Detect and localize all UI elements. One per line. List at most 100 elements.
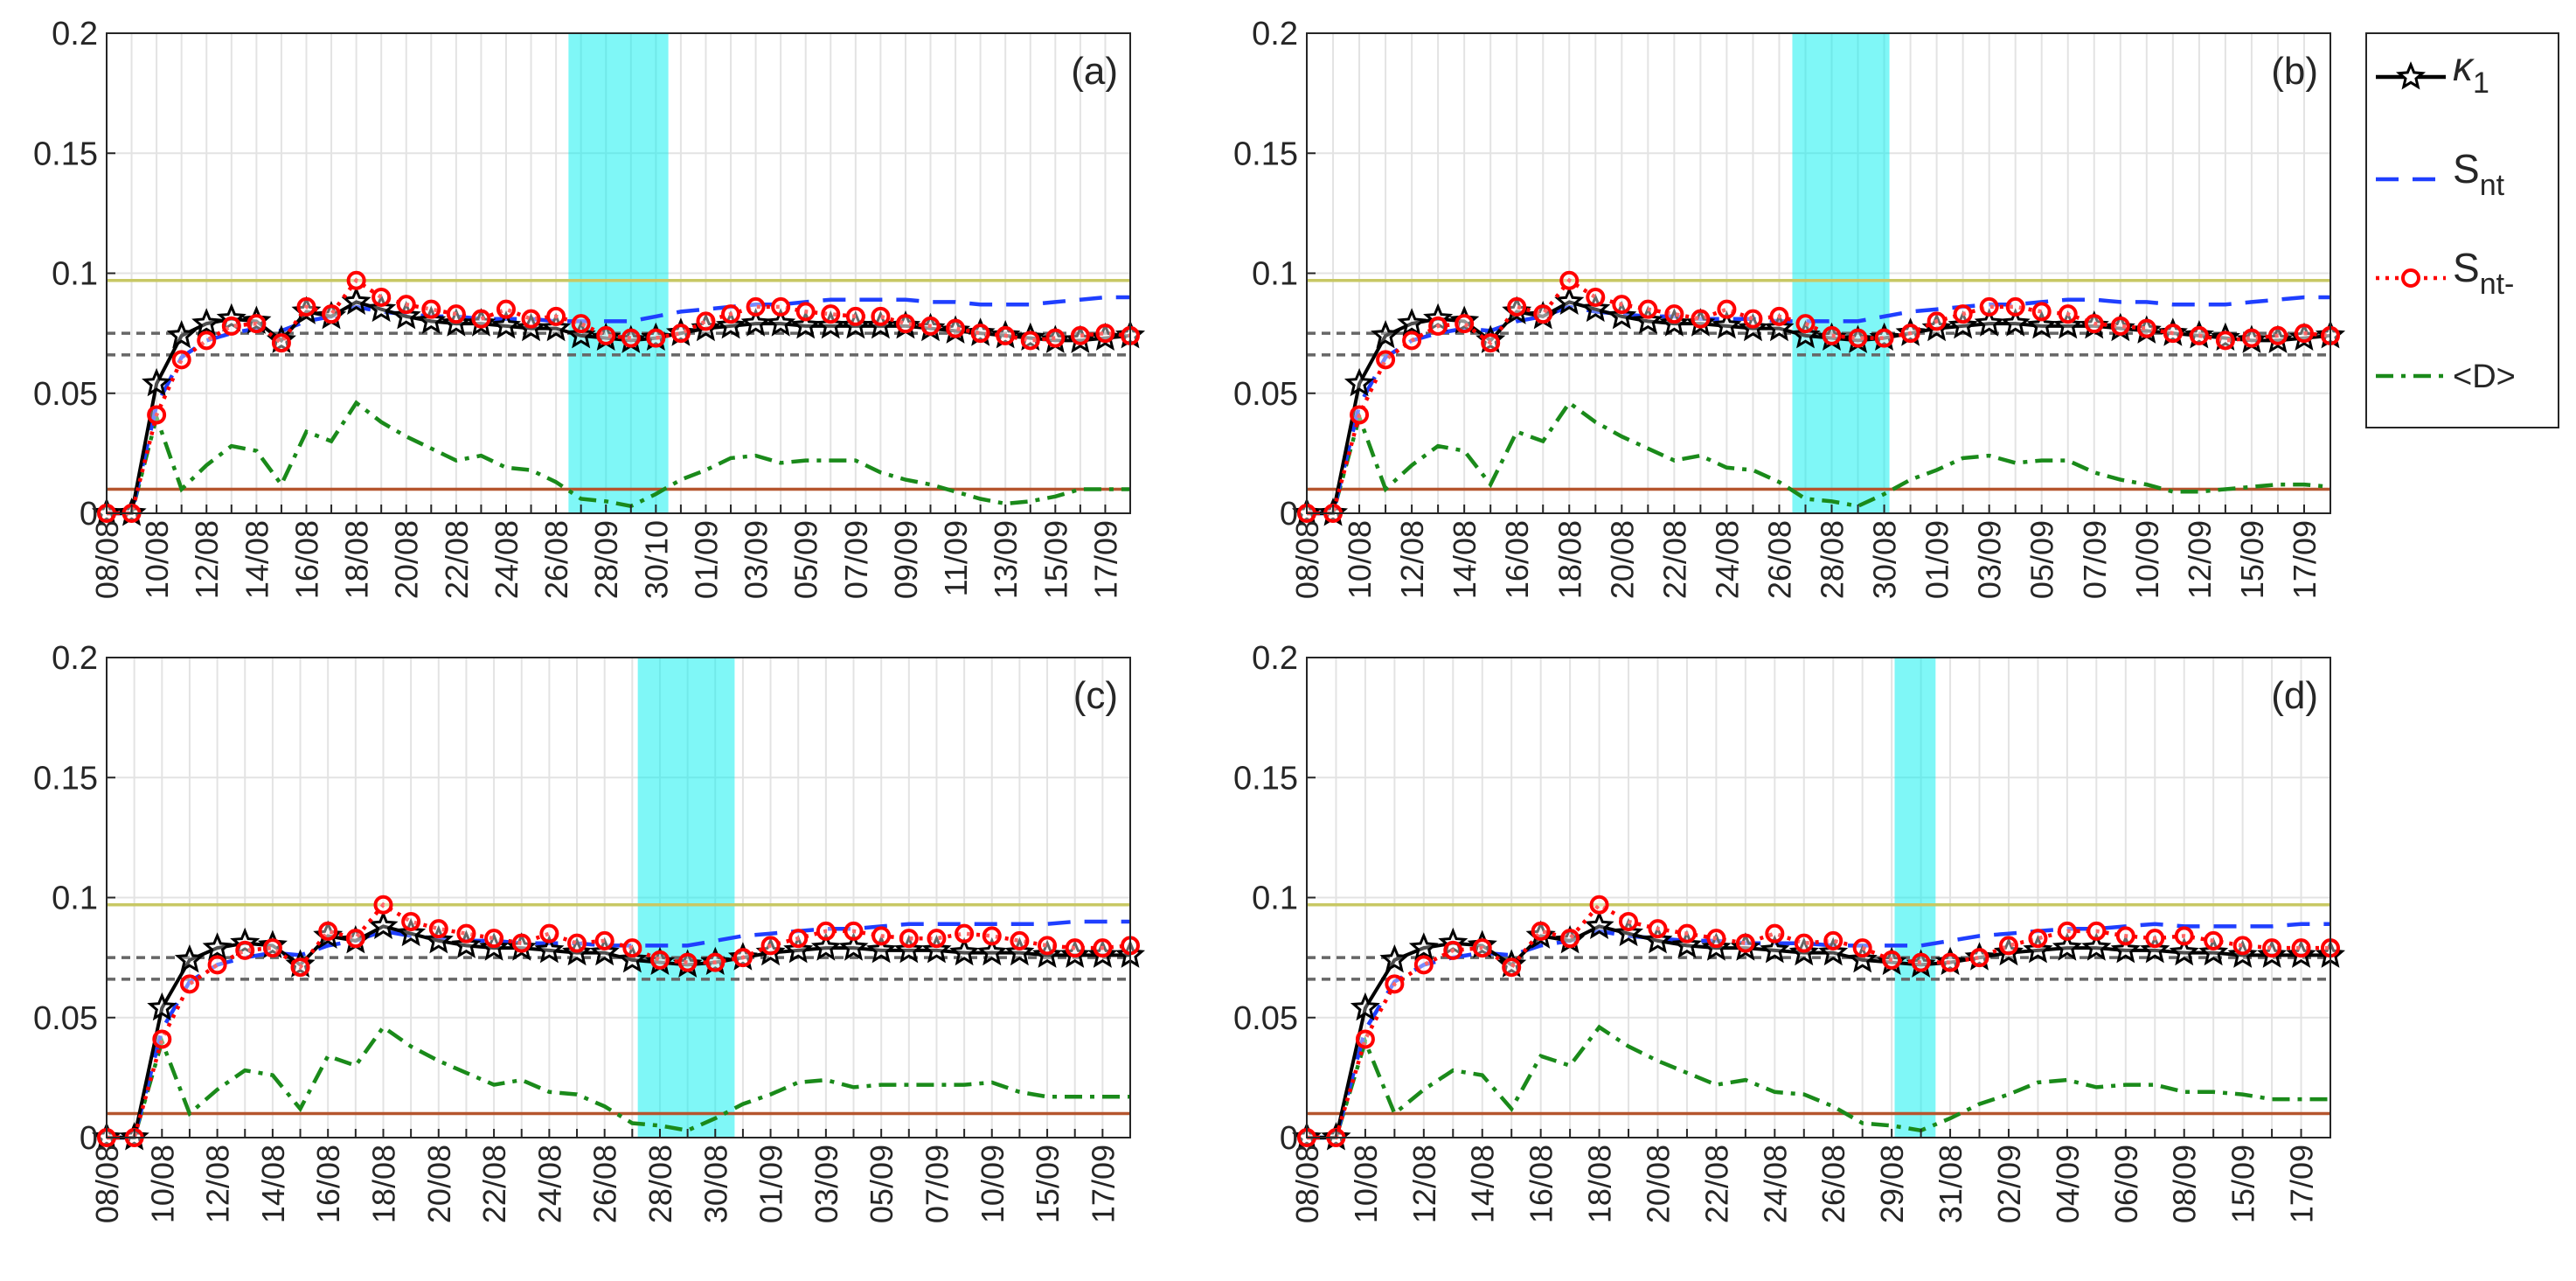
circle-marker <box>1355 1029 1375 1049</box>
x-tick-label: 29/08 <box>1874 1145 1910 1223</box>
star-marker <box>396 917 427 947</box>
y-tick-label: 0.05 <box>1233 376 1298 413</box>
star-marker <box>1344 367 1375 397</box>
circle-marker <box>1619 911 1639 931</box>
x-tick-label: 01/09 <box>753 1145 789 1223</box>
circle-marker <box>446 304 466 324</box>
x-tick-label: 08/08 <box>89 520 125 599</box>
circle-marker <box>179 974 199 994</box>
x-tick-label: 01/09 <box>688 520 724 599</box>
star-marker <box>1712 310 1742 339</box>
circle-marker <box>1472 938 1492 958</box>
star-marker <box>589 936 620 966</box>
circle-marker <box>927 929 947 949</box>
x-tick-label: 26/08 <box>1816 1145 1851 1223</box>
circle-marker <box>996 325 1016 345</box>
shaded-range <box>1894 658 1936 1138</box>
x-tick-label: 22/08 <box>1698 1145 1734 1223</box>
star-marker <box>893 934 924 964</box>
x-tick-label: 03/09 <box>739 520 774 599</box>
star-marker <box>2026 310 2057 339</box>
x-tick-label: 18/08 <box>1552 520 1587 599</box>
x-tick-label: 05/09 <box>2024 520 2060 599</box>
circle-marker <box>296 296 316 317</box>
star-marker <box>566 319 596 349</box>
circle-marker <box>733 948 753 968</box>
star-marker <box>1607 300 1637 330</box>
x-tick-label: 18/08 <box>1582 1145 1618 1223</box>
circle-marker <box>1691 309 1711 329</box>
legend-label: Snt <box>2453 146 2505 202</box>
circle-marker <box>1560 929 1580 949</box>
star-marker <box>368 910 399 939</box>
x-tick-label: 08/08 <box>1289 1145 1325 1223</box>
circle-marker <box>456 923 476 943</box>
circle-marker <box>946 318 966 338</box>
y-tick-label: 0.05 <box>33 376 98 413</box>
circle-marker <box>1455 314 1475 334</box>
x-tick-label: 17/09 <box>1087 520 1123 599</box>
star-marker <box>391 300 421 330</box>
circle-marker <box>1070 325 1090 345</box>
x-tick-label: 10/08 <box>1348 1145 1384 1223</box>
circle-marker <box>1038 936 1058 956</box>
circle-marker <box>2031 302 2052 322</box>
circle-marker <box>1586 287 1606 307</box>
circle-marker <box>622 938 642 958</box>
panel: 0 0.05 0.1 0.15 0.2 08/08 10/08 12/08 14/08 16/08… <box>33 640 1146 1223</box>
circle-marker <box>920 316 941 336</box>
circle-marker <box>171 350 191 370</box>
x-tick-label: 16/08 <box>1524 1145 1559 1223</box>
circle-marker <box>670 324 691 344</box>
x-tick-label: 22/08 <box>476 1145 512 1223</box>
circle-marker <box>511 933 531 953</box>
circle-marker <box>1969 948 1989 968</box>
circle-marker <box>2084 314 2104 334</box>
circle-marker <box>845 306 865 326</box>
star-marker <box>166 319 197 349</box>
x-tick-label: 22/08 <box>439 520 475 599</box>
star-marker <box>202 932 233 961</box>
circle-marker <box>546 306 566 326</box>
star-marker <box>541 312 572 342</box>
circle-marker <box>2232 936 2253 956</box>
x-tick-label: 15/09 <box>2234 520 2270 599</box>
star-marker <box>1633 305 1663 334</box>
circle-marker <box>1065 938 1085 958</box>
y-tick-label: 0 <box>80 496 98 533</box>
circle-marker <box>2294 324 2314 344</box>
x-tick-label: 18/08 <box>365 1145 401 1223</box>
star-marker <box>921 934 952 964</box>
series-line <box>107 919 1130 1140</box>
circle-marker <box>1882 950 1902 970</box>
circle-marker <box>1559 270 1580 290</box>
legend-circle <box>2401 268 2420 288</box>
y-tick-label: 0.05 <box>33 1000 98 1037</box>
circle-marker <box>2057 921 2077 941</box>
panel-label: (d) <box>2271 674 2318 717</box>
star-marker <box>1379 943 1410 973</box>
x-tick-label: 16/08 <box>310 1145 346 1223</box>
circle-marker <box>1481 333 1501 353</box>
y-tick-label: 0.1 <box>1252 256 1298 293</box>
x-tick-label: 20/08 <box>1640 1145 1676 1223</box>
x-tick-label: 14/08 <box>255 1145 291 1223</box>
circle-marker <box>1848 328 1868 348</box>
circle-marker <box>1795 314 1816 334</box>
circle-marker <box>421 299 441 319</box>
y-tick-label: 0.15 <box>33 760 98 797</box>
star-marker <box>2110 934 2141 964</box>
circle-marker <box>871 306 891 326</box>
circle-marker <box>2058 304 2078 324</box>
y-tick-label: 0.15 <box>33 136 98 172</box>
star-marker <box>2052 310 2083 339</box>
circle-marker <box>147 405 167 425</box>
star-marker <box>1613 917 1644 947</box>
y-tick-label: 0.15 <box>1233 136 1298 172</box>
circle-marker <box>1852 938 1872 958</box>
circle-marker <box>871 926 892 946</box>
star-marker <box>1004 936 1035 966</box>
circle-marker <box>596 325 616 345</box>
circle-marker <box>2136 318 2156 338</box>
circle-marker <box>371 287 392 307</box>
